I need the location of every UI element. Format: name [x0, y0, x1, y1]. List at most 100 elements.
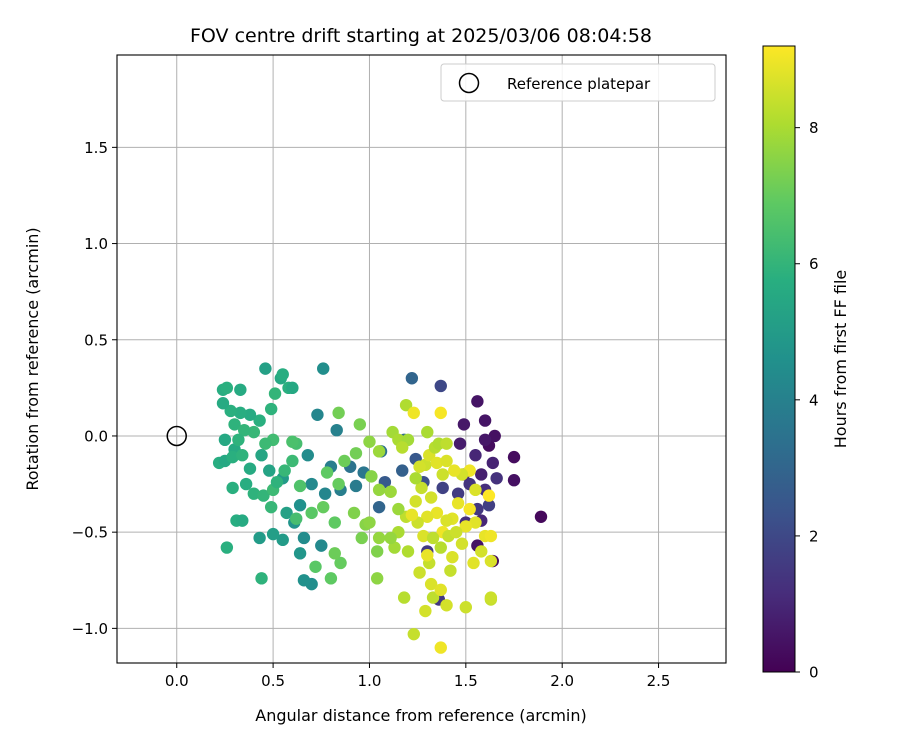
data-point	[440, 599, 453, 612]
data-point	[484, 554, 498, 568]
data-point	[286, 454, 299, 468]
data-point	[293, 499, 307, 512]
data-point	[318, 487, 332, 500]
data-point	[276, 368, 289, 381]
data-point	[421, 425, 434, 439]
data-point	[276, 533, 289, 547]
data-point	[401, 545, 415, 558]
data-point	[409, 495, 422, 508]
data-point	[469, 449, 482, 462]
data-point	[426, 531, 440, 545]
data-point	[293, 479, 307, 493]
y-axis-ticks: −1.0 −0.5 0.0 0.5 1.0 1.5	[72, 139, 117, 638]
data-point	[315, 539, 328, 552]
colorbar-tick-label: 2	[809, 527, 819, 545]
data-point	[469, 516, 482, 529]
data-point	[234, 406, 247, 420]
data-point	[434, 583, 447, 597]
data-point	[253, 414, 266, 427]
data-point	[421, 510, 434, 523]
data-point	[236, 514, 249, 527]
data-point	[392, 502, 405, 516]
data-point	[305, 477, 318, 491]
data-point	[226, 481, 239, 495]
data-point	[453, 437, 467, 450]
data-point	[449, 525, 463, 539]
data-point	[297, 574, 311, 587]
y-tick-label: −1.0	[72, 620, 108, 638]
data-point	[237, 423, 251, 437]
data-point	[257, 489, 270, 502]
data-point	[259, 362, 272, 375]
data-point	[239, 477, 253, 491]
data-point	[372, 531, 386, 545]
data-point	[396, 441, 409, 454]
data-point	[475, 468, 488, 481]
data-point	[459, 520, 473, 533]
data-point	[436, 481, 449, 495]
data-point	[482, 499, 496, 512]
data-point	[280, 506, 293, 520]
data-point	[469, 483, 482, 497]
data-point	[347, 506, 361, 520]
data-point	[286, 381, 299, 395]
data-point	[266, 527, 280, 541]
data-point	[301, 449, 314, 462]
x-tick-label: 2.0	[550, 672, 574, 690]
data-point	[253, 531, 266, 545]
data-point	[297, 531, 311, 545]
data-point	[349, 479, 363, 493]
data-point	[448, 464, 461, 477]
data-point	[259, 437, 272, 450]
x-tick-label: 0.5	[261, 672, 285, 690]
legend-open-circle-icon	[458, 72, 480, 94]
data-point	[255, 572, 268, 585]
data-point	[430, 456, 444, 470]
data-point	[475, 545, 488, 558]
chart-title: FOV centre drift starting at 2025/03/06 …	[190, 25, 652, 47]
colorbar-label: Hours from first FF file	[831, 270, 850, 449]
y-tick-label: 1.0	[84, 235, 108, 253]
data-point	[430, 506, 444, 520]
data-point	[349, 447, 363, 460]
data-point	[264, 500, 278, 514]
data-point	[484, 529, 498, 543]
data-point	[330, 423, 343, 437]
data-point	[236, 449, 249, 462]
data-point	[365, 470, 378, 483]
x-axis-label: Angular distance from reference (arcmin)	[255, 706, 586, 725]
legend-box	[440, 63, 716, 102]
data-point	[467, 556, 480, 570]
data-point	[370, 545, 384, 558]
data-point	[263, 464, 276, 477]
data-point	[384, 485, 397, 498]
data-point	[478, 433, 492, 447]
data-point	[434, 379, 447, 393]
data-point	[317, 500, 330, 514]
data-point	[436, 468, 449, 481]
data-point	[328, 516, 341, 529]
data-point	[396, 464, 409, 477]
data-point	[220, 381, 234, 395]
plot-frame	[116, 54, 727, 664]
data-point	[440, 514, 453, 527]
data-point	[268, 387, 282, 400]
data-point	[216, 397, 230, 410]
data-point	[353, 418, 367, 431]
y-tick-label: −0.5	[72, 524, 108, 542]
data-point	[415, 481, 428, 495]
data-point	[309, 560, 322, 573]
data-point	[451, 487, 465, 500]
data-point	[324, 572, 338, 585]
data-point	[407, 627, 420, 641]
reference-platepar-marker	[166, 425, 187, 447]
data-point	[409, 472, 422, 485]
data-point	[444, 564, 457, 577]
data-point	[455, 537, 469, 550]
data-point	[488, 429, 501, 443]
colorbar-tick-label: 0	[809, 664, 819, 682]
data-point	[384, 531, 397, 545]
colorbar-ticks: 0 2 4 6 8	[795, 119, 819, 682]
legend: Reference platepar	[440, 63, 716, 102]
